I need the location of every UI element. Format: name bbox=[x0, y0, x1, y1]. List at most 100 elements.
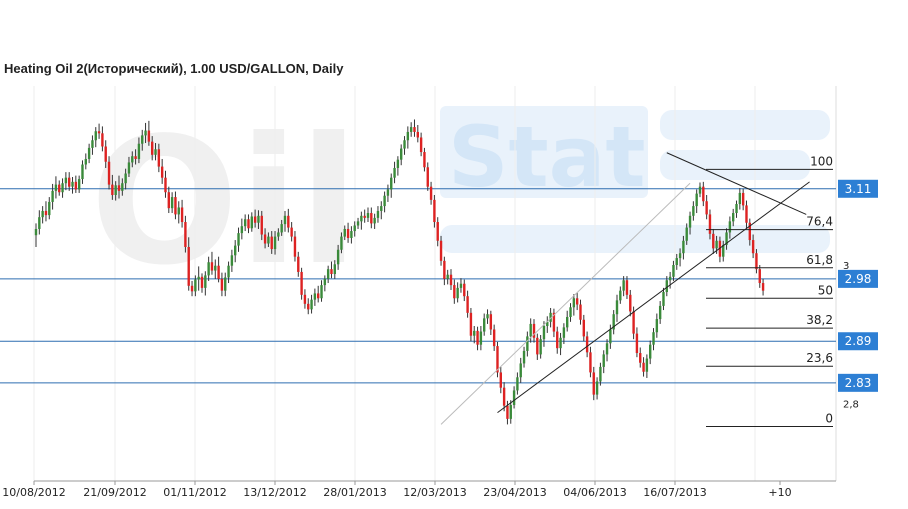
candle-up bbox=[360, 215, 363, 222]
candle-up bbox=[366, 213, 370, 218]
x-tick-label: 23/04/2013 bbox=[483, 486, 546, 499]
candle-down bbox=[426, 167, 429, 187]
candle-up bbox=[343, 228, 346, 237]
candle-up bbox=[516, 377, 519, 391]
candle-down bbox=[443, 260, 446, 279]
candle-up bbox=[273, 236, 277, 250]
candle-down bbox=[151, 141, 154, 155]
candle-up bbox=[549, 312, 552, 322]
candle-up bbox=[336, 249, 340, 265]
candle-up bbox=[728, 221, 732, 233]
price-badge-text-2.98: 2.98 bbox=[845, 272, 872, 286]
candle-down bbox=[708, 214, 712, 234]
candle-down bbox=[585, 336, 589, 353]
candle-down bbox=[300, 271, 303, 295]
price-lines bbox=[0, 188, 836, 384]
candle-down bbox=[632, 311, 635, 334]
candle-up bbox=[539, 339, 542, 355]
candle-down bbox=[187, 246, 190, 286]
candle-down bbox=[111, 184, 114, 196]
candle-up bbox=[81, 164, 84, 180]
price-badge-3.11 bbox=[838, 179, 878, 198]
candle-up bbox=[602, 354, 605, 367]
candle-up bbox=[619, 290, 622, 301]
fib-label-61,8: 61,8 bbox=[806, 253, 833, 267]
x-axis: 10/08/2012 21/09/2012 01/11/2012 13/12/2012… bbox=[2, 481, 792, 499]
candles bbox=[34, 119, 765, 425]
candle-up bbox=[483, 318, 486, 332]
candle-down bbox=[290, 227, 293, 237]
x-tick-label: 01/11/2012 bbox=[163, 486, 226, 499]
candle-up bbox=[87, 147, 91, 159]
candle-up bbox=[356, 221, 360, 226]
candle-down bbox=[270, 236, 273, 250]
x-tick-label: 16/07/2013 bbox=[643, 486, 706, 499]
fibonacci-levels: 100 76,4 61,8 50 38,2 23,6 0 3 2,8 bbox=[706, 154, 859, 427]
candle-down bbox=[330, 269, 333, 275]
fib-label-38,2: 38,2 bbox=[806, 313, 833, 327]
candle-up bbox=[668, 276, 672, 281]
watermark-bar-1 bbox=[660, 110, 830, 140]
price-badges: 3.11 2.98 2.89 2.83 bbox=[838, 179, 878, 392]
candle-down bbox=[751, 240, 755, 254]
candle-down bbox=[147, 130, 151, 142]
candle-up bbox=[519, 363, 522, 378]
candle-down bbox=[635, 333, 639, 354]
candle-up bbox=[682, 240, 685, 254]
candle-down bbox=[363, 215, 366, 218]
candle-down bbox=[496, 346, 499, 373]
candle-down bbox=[190, 285, 194, 292]
candle-down bbox=[449, 274, 453, 286]
candle-up bbox=[48, 201, 51, 216]
candle-up bbox=[257, 215, 260, 223]
candle-up bbox=[34, 228, 38, 236]
candle-down bbox=[429, 186, 433, 200]
candle-up bbox=[320, 285, 323, 299]
candle-up bbox=[131, 156, 134, 163]
candle-up bbox=[194, 279, 197, 292]
candle-up bbox=[91, 140, 94, 148]
candle-down bbox=[589, 352, 592, 373]
candle-down bbox=[552, 312, 556, 332]
candle-up bbox=[177, 207, 180, 215]
candle-up bbox=[234, 245, 237, 256]
candle-down bbox=[107, 161, 111, 185]
side-label-3: 3 bbox=[843, 261, 849, 272]
candle-up bbox=[240, 226, 244, 234]
candle-up bbox=[672, 265, 675, 277]
candle-up bbox=[283, 215, 287, 225]
candle-down bbox=[157, 149, 161, 167]
candle-down bbox=[502, 387, 506, 406]
candle-down bbox=[117, 185, 121, 191]
candle-down bbox=[436, 222, 439, 241]
candle-up bbox=[406, 131, 410, 141]
candle-up bbox=[350, 231, 353, 238]
candle-down bbox=[466, 296, 469, 313]
candle-down bbox=[68, 177, 71, 187]
candle-up bbox=[207, 262, 210, 276]
candle-up bbox=[479, 331, 483, 345]
candle-down bbox=[761, 283, 765, 291]
candle-up bbox=[456, 287, 459, 299]
price-badge-text-2.89: 2.89 bbox=[845, 334, 872, 348]
price-badge-text-3.11: 3.11 bbox=[845, 182, 872, 196]
candle-up bbox=[310, 299, 313, 310]
trendline-channel bbox=[440, 182, 691, 425]
candle-up bbox=[224, 277, 227, 291]
candle-up bbox=[605, 343, 609, 355]
candle-down bbox=[582, 319, 585, 337]
candle-up bbox=[446, 274, 449, 279]
candle-up bbox=[64, 177, 68, 184]
candle-down bbox=[134, 156, 137, 159]
candle-down bbox=[260, 215, 263, 235]
candle-up bbox=[326, 269, 330, 279]
candle-up bbox=[54, 184, 58, 191]
watermark-oil: Oil bbox=[90, 101, 359, 304]
candle-down bbox=[164, 177, 167, 193]
watermark: Oil Stat bbox=[90, 101, 830, 304]
candle-up bbox=[522, 350, 526, 364]
candle-up bbox=[267, 236, 270, 244]
candle-up bbox=[486, 314, 489, 319]
candle-down bbox=[184, 222, 187, 247]
